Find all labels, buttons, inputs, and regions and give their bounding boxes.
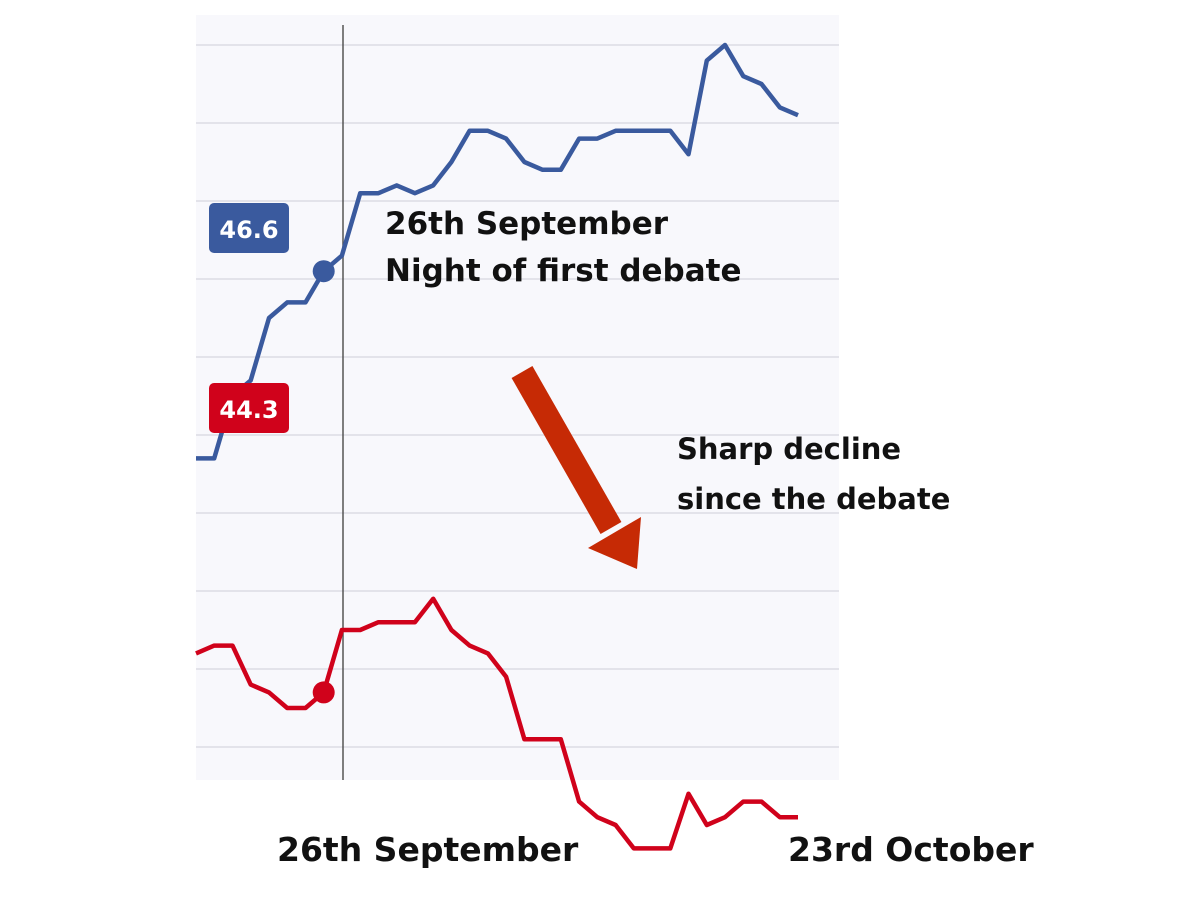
decline-annotation-line1: Sharp decline: [677, 432, 901, 466]
series-lines: [195, 42, 799, 851]
x-axis-label-end: 23rd October: [788, 830, 1034, 869]
series-line-blue: [196, 42, 799, 461]
x-axis-label-start: 26th September: [277, 830, 579, 869]
event-annotation-line1: 26th September: [385, 206, 669, 242]
series-line-red: [195, 596, 798, 851]
blue-badge-label: 46.6: [219, 216, 278, 244]
blue-data-point: [312, 260, 335, 283]
decline-arrow: [511, 366, 641, 569]
blue-value-badge: 46.6: [209, 203, 289, 253]
red-badge-label: 44.3: [219, 396, 278, 424]
event-annotation-line2: Night of first debate: [385, 253, 742, 289]
decline-annotation-line2: since the debate: [677, 482, 950, 516]
gridlines: [196, 44, 839, 748]
plot-background: [196, 15, 839, 780]
red-value-badge: 44.3: [209, 383, 289, 433]
red-data-point: [312, 681, 335, 704]
